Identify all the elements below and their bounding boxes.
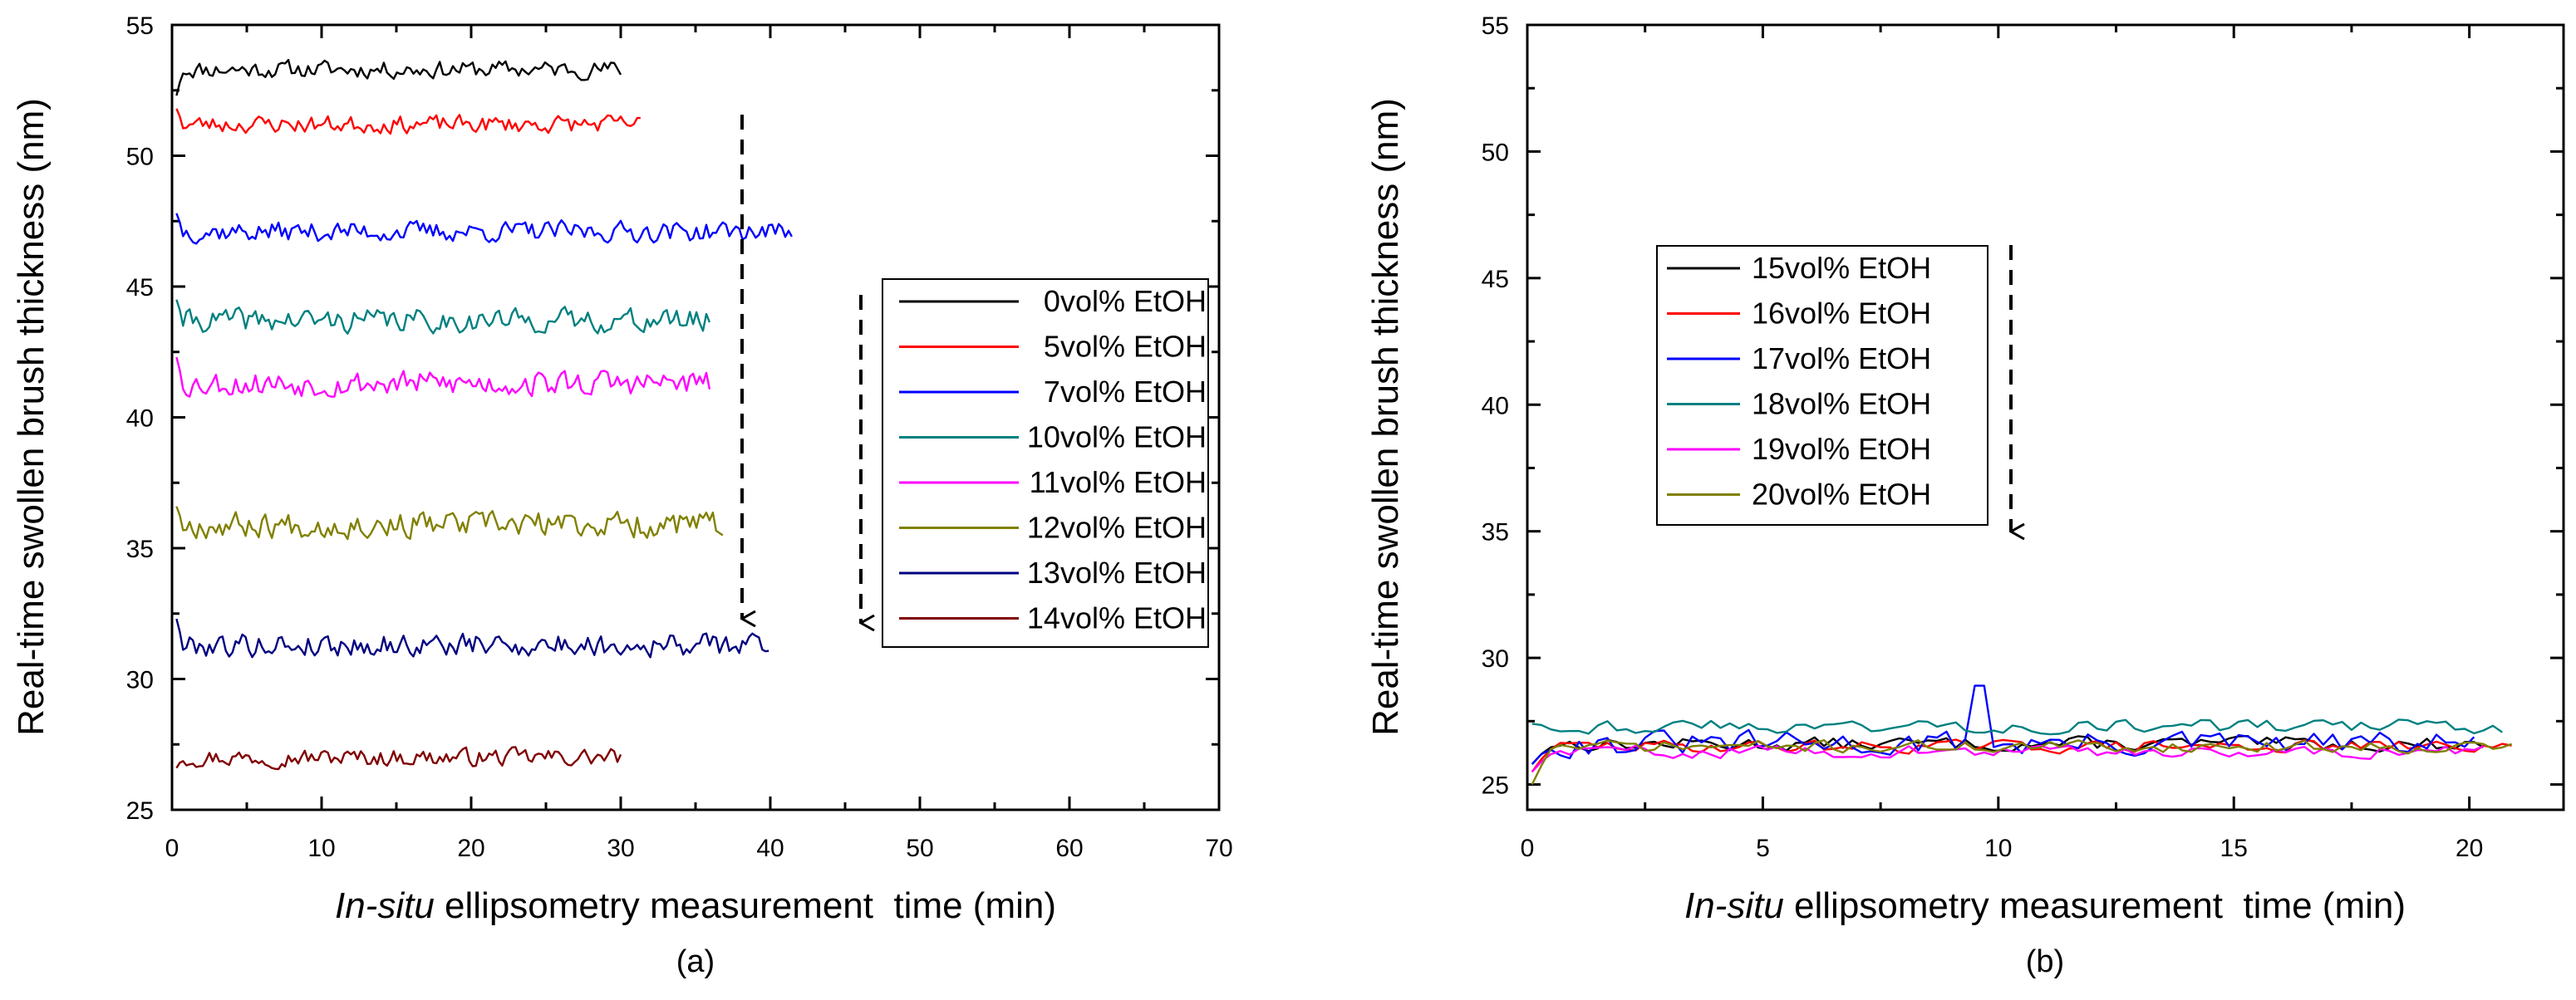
chart-panel-b: 0 5 10 15 20 25 30 35 40 45 50 55 15vol% EtOH 16vol… bbox=[1365, 12, 2565, 979]
legend-label: 12vol% EtOH bbox=[1027, 511, 1207, 545]
series-line bbox=[175, 108, 641, 135]
y-axis-label: Real-time swollen brush thickness (nm) bbox=[1365, 98, 1406, 736]
legend: 15vol% EtOH 16vol% EtOH 17vol% EtOH 18vol% … bbox=[1656, 245, 1989, 526]
legend-box bbox=[882, 278, 1209, 648]
y-tick-label: 55 bbox=[126, 12, 154, 40]
y-tick-label: 50 bbox=[126, 144, 154, 171]
y-tick-labels: 25 30 35 40 45 50 55 bbox=[1482, 12, 1509, 800]
x-tick-label: 15 bbox=[2220, 835, 2248, 862]
series-lines bbox=[175, 58, 793, 771]
x-tick-labels: 0 10 20 30 40 50 60 70 bbox=[165, 835, 1233, 862]
panel-label: (a) bbox=[676, 944, 715, 979]
series-line bbox=[1531, 718, 2503, 736]
panel-label: (b) bbox=[2026, 944, 2064, 979]
series-line bbox=[175, 618, 769, 659]
x-tick-label: 0 bbox=[165, 835, 179, 862]
series-line bbox=[175, 356, 711, 398]
x-axis-label-rest: ellipsometry measurement time (min) bbox=[1784, 885, 2406, 926]
series-lines bbox=[1531, 684, 2513, 786]
series-line bbox=[175, 299, 711, 335]
series-line bbox=[175, 506, 724, 541]
x-axis-label-italic: In-situ bbox=[335, 885, 435, 926]
legend-label: 7vol% EtOH bbox=[1044, 375, 1207, 409]
axis-ticks bbox=[1526, 23, 2564, 810]
plot-frame bbox=[1526, 23, 2565, 811]
legend-label: 20vol% EtOH bbox=[1752, 478, 1931, 512]
legend-label: 13vol% EtOH bbox=[1027, 556, 1207, 590]
y-tick-label: 25 bbox=[1482, 772, 1509, 800]
legend-label: 14vol% EtOH bbox=[1027, 601, 1207, 635]
legend-label: 17vol% EtOH bbox=[1752, 341, 1931, 375]
series-line bbox=[1531, 744, 2485, 773]
x-axis-label: In-situ ellipsometry measurement time (m… bbox=[335, 885, 1056, 926]
legend-box bbox=[1656, 245, 1989, 526]
x-tick-label: 50 bbox=[906, 835, 933, 862]
x-tick-label: 70 bbox=[1205, 835, 1232, 862]
y-tick-label: 25 bbox=[126, 797, 154, 825]
x-axis-label-rest: ellipsometry measurement time (min) bbox=[435, 885, 1056, 926]
x-tick-labels: 0 5 10 15 20 bbox=[1521, 835, 2484, 862]
y-tick-label: 30 bbox=[1482, 645, 1509, 673]
legend-label: 0vol% EtOH bbox=[1044, 284, 1207, 318]
legend-label: 10vol% EtOH bbox=[1027, 420, 1207, 454]
legend-label: 16vol% EtOH bbox=[1752, 297, 1931, 331]
x-axis-label: In-situ ellipsometry measurement time (m… bbox=[1684, 885, 2406, 926]
x-axis-label-italic: In-situ bbox=[1684, 885, 1784, 926]
series-line bbox=[175, 746, 622, 771]
x-tick-label: 0 bbox=[1521, 835, 1535, 862]
x-tick-label: 20 bbox=[2456, 835, 2483, 862]
x-tick-label: 20 bbox=[457, 835, 484, 862]
y-tick-label: 45 bbox=[1482, 266, 1509, 293]
x-tick-label: 30 bbox=[607, 835, 634, 862]
y-tick-label: 50 bbox=[1482, 139, 1509, 166]
y-tick-label: 40 bbox=[1482, 392, 1509, 419]
y-tick-label: 55 bbox=[1482, 12, 1509, 40]
y-axis-label: Real-time swollen brush thickness (nm) bbox=[11, 98, 52, 736]
y-tick-label: 40 bbox=[126, 405, 154, 433]
legend-label: 15vol% EtOH bbox=[1752, 251, 1931, 285]
series-line bbox=[175, 58, 622, 96]
legend: 0vol% EtOH 5vol% EtOH 7vol% EtOH 10vol% E… bbox=[882, 278, 1209, 648]
x-tick-label: 5 bbox=[1756, 835, 1770, 862]
x-tick-label: 10 bbox=[307, 835, 335, 862]
chart-panel-a: 0 10 20 30 40 50 60 70 25 30 35 40 45 50 55 0vol% EtO… bbox=[11, 12, 1233, 979]
series-line bbox=[1531, 684, 2475, 765]
x-tick-label: 60 bbox=[1055, 835, 1083, 862]
x-tick-label: 10 bbox=[1984, 835, 2012, 862]
y-tick-label: 35 bbox=[1482, 519, 1509, 547]
y-tick-label: 45 bbox=[126, 274, 154, 301]
series-line bbox=[175, 213, 793, 245]
legend-label: 18vol% EtOH bbox=[1752, 387, 1931, 421]
y-tick-label: 30 bbox=[126, 667, 154, 694]
y-tick-label: 35 bbox=[126, 536, 154, 563]
y-tick-labels: 25 30 35 40 45 50 55 bbox=[126, 12, 154, 825]
legend-label: 11vol% EtOH bbox=[1030, 465, 1207, 499]
axis-ticks bbox=[170, 23, 1221, 811]
x-tick-label: 40 bbox=[756, 835, 784, 862]
legend-label: 19vol% EtOH bbox=[1752, 432, 1931, 466]
series-line bbox=[1531, 738, 2513, 786]
legend-label: 5vol% EtOH bbox=[1044, 330, 1207, 364]
